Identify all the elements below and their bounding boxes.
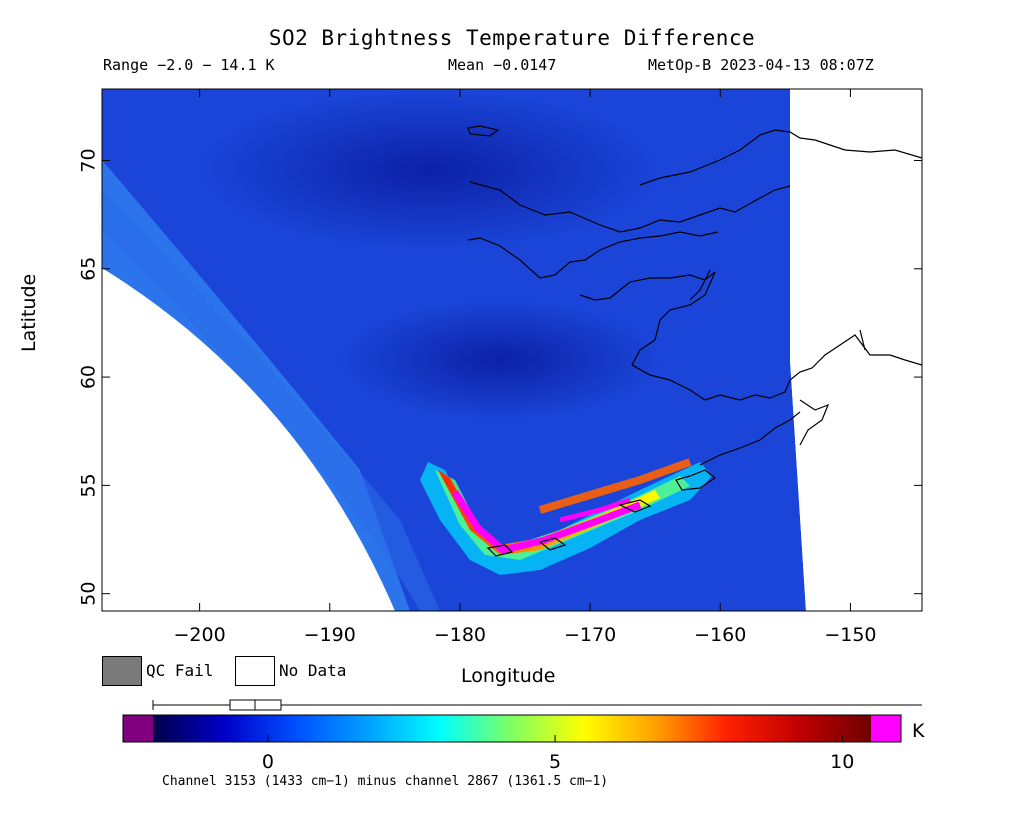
y-tick-label: 55: [78, 473, 100, 497]
colorbar-ticks: 0 5 10: [262, 735, 854, 773]
colorbar-unit: K: [912, 720, 925, 742]
map-plot-area: [102, 89, 922, 611]
x-axis: −200 −190 −180 −170 −160 −150: [174, 89, 877, 646]
qc-fail-swatch: [102, 656, 142, 686]
colorbar-caption: Channel 3153 (1433 cm−1) minus channel 2…: [162, 774, 609, 789]
swath-edge-band-inner: [102, 190, 440, 611]
no-data-region: [790, 89, 922, 611]
y-tick-label: 60: [78, 365, 100, 389]
colorbar-tick-label: 0: [262, 751, 274, 773]
low-value-zone: [200, 90, 660, 250]
qc-fail-label: QC Fail: [146, 661, 214, 680]
range-label: Range −2.0 − 14.1 K: [103, 56, 275, 74]
colorbar-tick-label: 10: [830, 751, 854, 773]
coastline: [467, 125, 922, 557]
colorbar-gradient: [153, 715, 871, 742]
colorbar-tick-label: 5: [549, 751, 561, 773]
y-axis-label: Latitude: [18, 273, 40, 352]
plot-frame: [101, 88, 923, 612]
x-tick-label: −150: [824, 624, 876, 646]
colorbar-overflow: [871, 715, 901, 742]
x-axis-label: Longitude: [461, 665, 556, 687]
no-data-label: No Data: [279, 661, 347, 680]
colorbar: 0 5 10: [122, 699, 922, 773]
x-tick-label: −170: [564, 624, 616, 646]
y-axis: 50 55 60 65 70: [78, 148, 922, 606]
mean-label: Mean −0.0147: [448, 56, 557, 74]
low-value-zone: [340, 300, 660, 420]
colorbar-underflow: [123, 715, 153, 742]
map-title: SO2 Brightness Temperature Difference: [268, 26, 756, 50]
x-tick-label: −160: [694, 624, 746, 646]
no-data-region: [102, 268, 395, 611]
satellite-timestamp: MetOp-B 2023-04-13 08:07Z: [648, 56, 874, 74]
y-tick-label: 65: [78, 257, 100, 281]
y-tick-label: 50: [78, 582, 100, 606]
x-tick-label: −200: [174, 624, 226, 646]
x-tick-label: −180: [434, 624, 486, 646]
y-tick-label: 70: [78, 148, 100, 172]
no-data-swatch: [235, 656, 275, 686]
x-tick-label: −190: [304, 624, 356, 646]
